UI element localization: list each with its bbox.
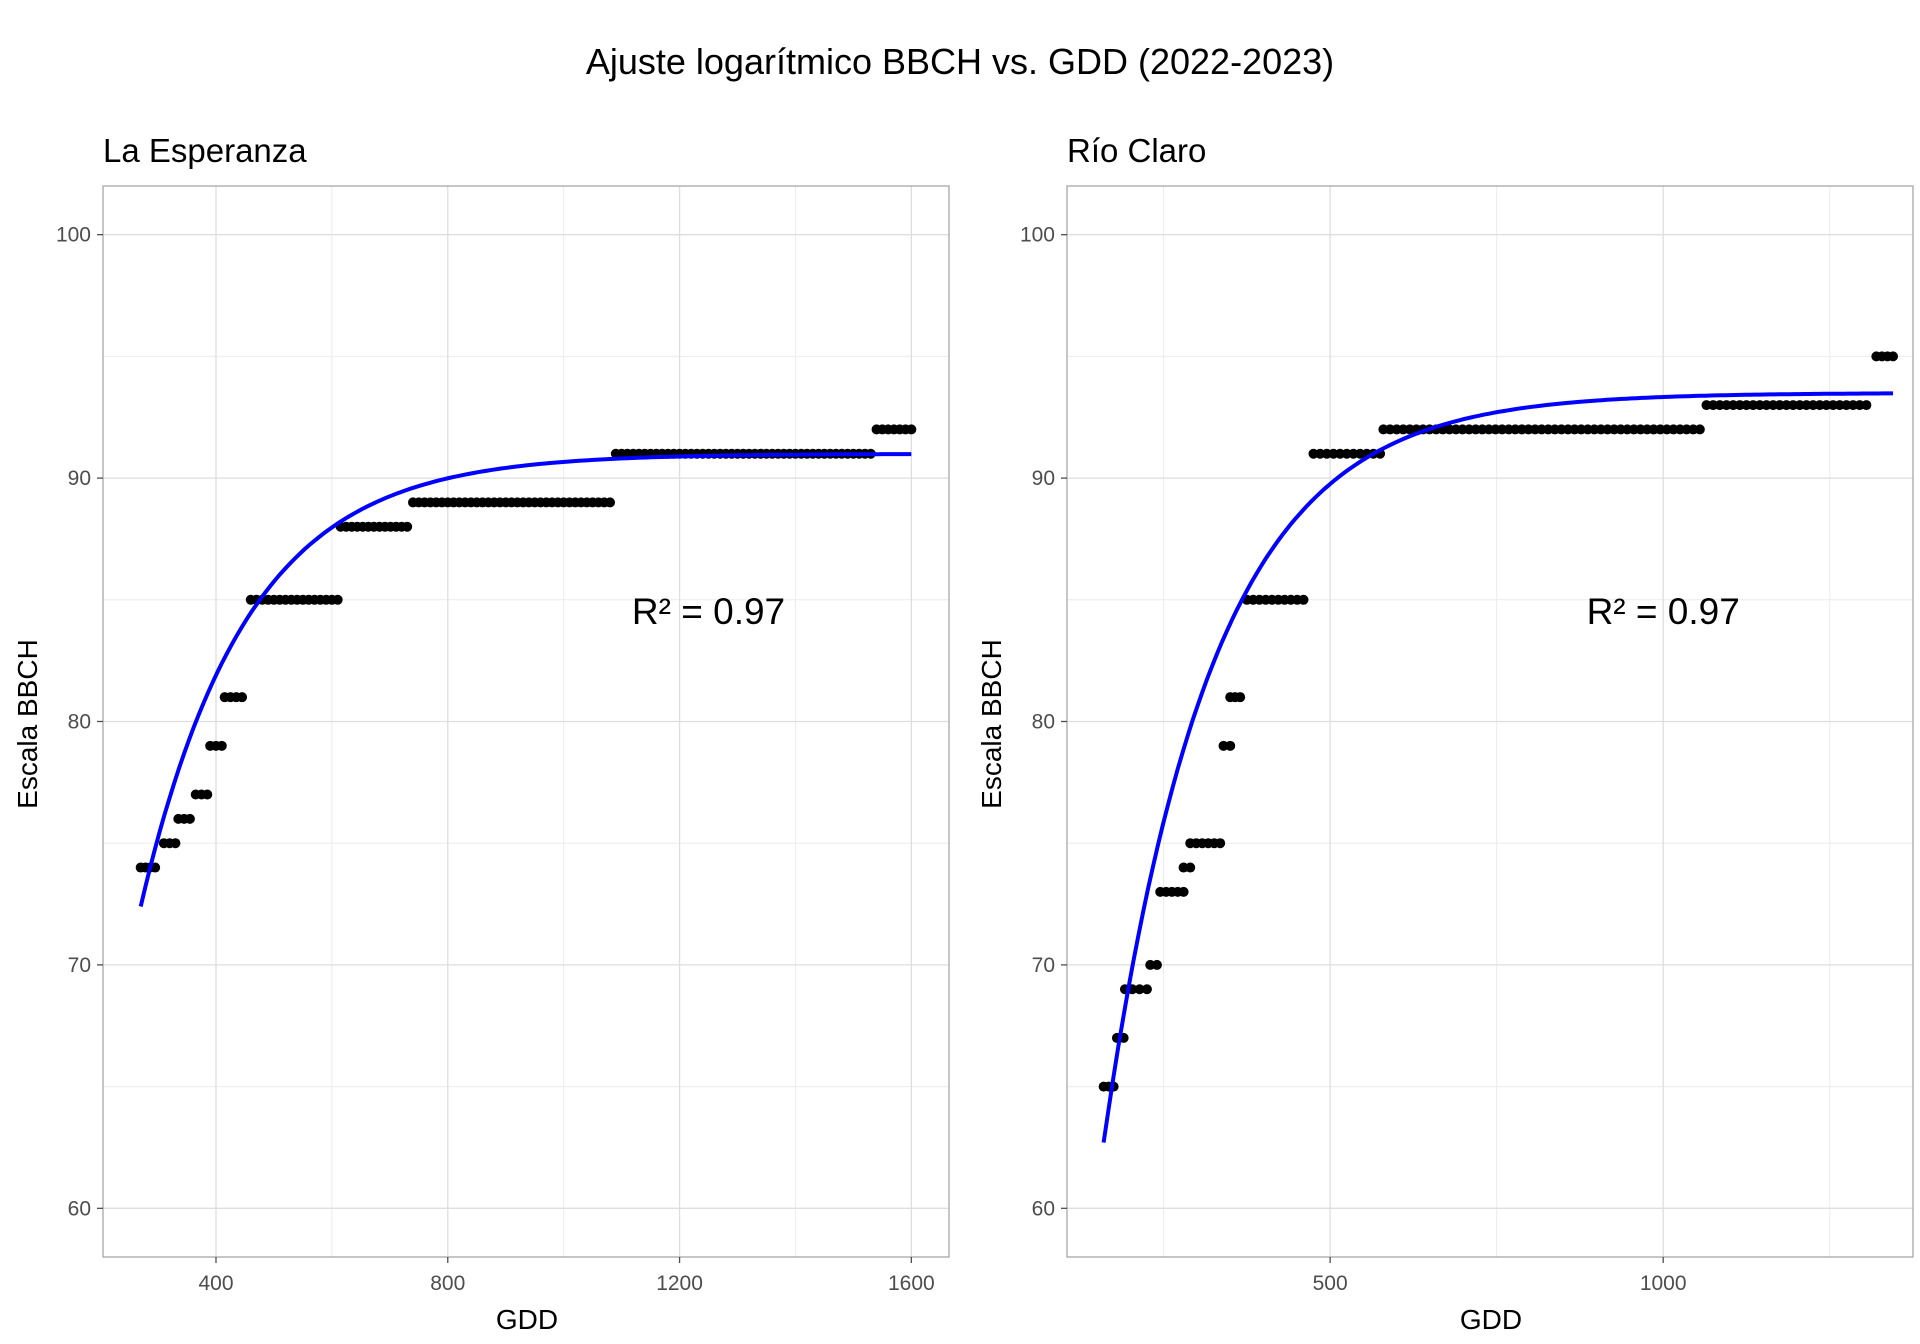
data-point xyxy=(332,594,343,605)
x-axis-title: GDD xyxy=(496,1304,558,1335)
r-squared-annotation: R² = 0.97 xyxy=(632,591,785,632)
r-squared-annotation: R² = 0.97 xyxy=(1587,591,1740,632)
y-tick-label: 80 xyxy=(68,711,91,734)
fit-curve xyxy=(138,452,912,907)
data-point xyxy=(170,838,181,849)
x-axis-title: GDD xyxy=(1460,1304,1522,1335)
y-axis-title: Escala BBCH xyxy=(976,639,1007,809)
data-point xyxy=(237,692,248,703)
x-tick-label: 1600 xyxy=(888,1272,935,1295)
x-tick-label: 800 xyxy=(430,1272,465,1295)
data-point xyxy=(1694,424,1705,435)
data-point xyxy=(1215,838,1226,849)
panel-rio-claro: Río Claro GDD Escala BBCH 60 70 80 90 100 500… xyxy=(976,132,1914,1335)
data-point xyxy=(1298,594,1309,605)
y-tick-label: 70 xyxy=(68,954,91,977)
y-tick-label: 60 xyxy=(1032,1197,1055,1220)
x-tick-label: 1000 xyxy=(1640,1272,1687,1295)
y-tick-label: 90 xyxy=(1032,467,1055,490)
data-point xyxy=(402,521,413,532)
panel-title: La Esperanza xyxy=(103,132,307,169)
plot-area: 60 70 80 90 100 500 1000 R² = 0.97 xyxy=(1020,185,1914,1295)
panel-title: Río Claro xyxy=(1067,132,1206,169)
data-point xyxy=(1151,959,1162,970)
plot-area: 60 70 80 90 100 400 800 1200 1600 R² = 0.97 xyxy=(56,185,950,1295)
data-point xyxy=(1888,351,1899,362)
data-point xyxy=(906,424,917,435)
y-tick-label: 60 xyxy=(68,1197,91,1220)
y-tick-label: 100 xyxy=(1020,224,1055,247)
data-point xyxy=(184,813,195,824)
data-point xyxy=(1185,862,1196,873)
x-tick-label: 400 xyxy=(198,1272,233,1295)
x-tick-label: 500 xyxy=(1313,1272,1348,1295)
data-point xyxy=(202,789,213,800)
y-tick-label: 90 xyxy=(68,467,91,490)
figure-title: Ajuste logarítmico BBCH vs. GDD (2022-20… xyxy=(586,41,1334,82)
data-point xyxy=(1178,886,1189,897)
data-point xyxy=(605,497,616,508)
data-point xyxy=(1225,740,1236,751)
data-point xyxy=(216,740,227,751)
data-point xyxy=(1141,984,1152,995)
y-tick-label: 70 xyxy=(1032,954,1055,977)
data-point xyxy=(1861,400,1872,411)
y-tick-label: 80 xyxy=(1032,711,1055,734)
data-point xyxy=(1134,984,1145,995)
x-tick-label: 1200 xyxy=(656,1272,703,1295)
y-axis-title: Escala BBCH xyxy=(12,639,43,809)
fit-curve xyxy=(1101,391,1893,1143)
y-tick-label: 100 xyxy=(56,224,91,247)
panel-la-esperanza: La Esperanza GDD Escala BBCH 60 70 80 90 100… xyxy=(12,132,950,1335)
data-point xyxy=(1235,692,1246,703)
